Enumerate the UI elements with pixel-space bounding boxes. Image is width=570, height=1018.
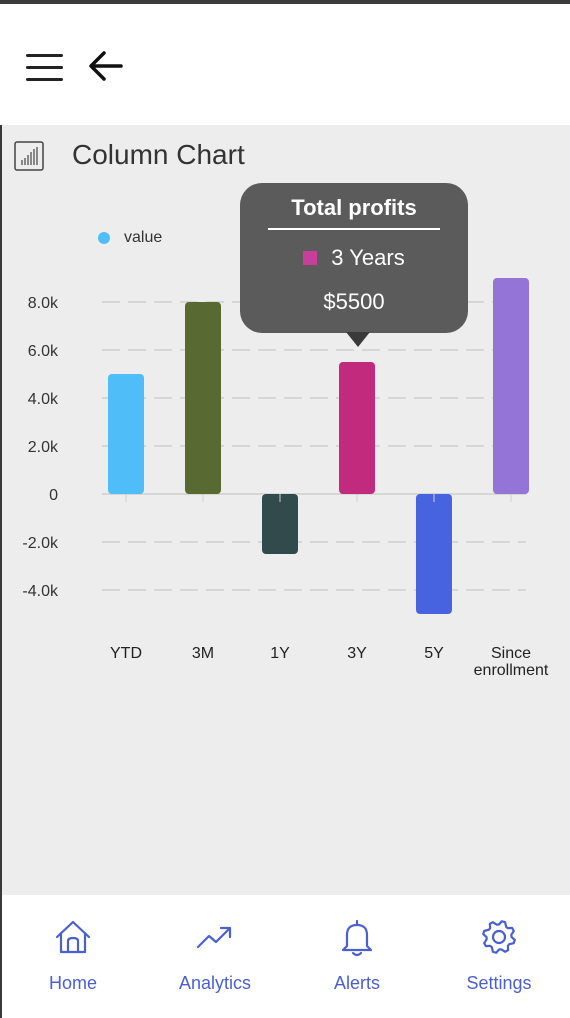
menu-icon[interactable] [26,54,64,81]
trending-up-icon [196,926,232,949]
top-app-bar [0,4,570,125]
tooltip-title: Total profits [291,195,417,220]
bottom-navigation: Home Analytics Alerts Settings [2,895,570,1018]
x-tick-label: 3Y [347,645,367,662]
y-tick-label: 6.0k [28,343,59,360]
tooltip-series-label: 3 Years [331,245,405,271]
tooltip-swatch [303,251,318,266]
bar-since-enrollment[interactable] [493,278,529,494]
bar-ytd[interactable] [108,374,144,494]
tooltip-value: $5500 [323,289,385,314]
bell-icon [341,919,373,957]
bar-5y[interactable] [416,494,452,614]
tooltip-series: 3 Years [240,244,468,271]
bar-3m[interactable] [185,302,221,494]
bar-3y[interactable] [339,362,375,494]
nav-home-label: Home [48,973,97,993]
x-tick-label: 5Y [424,645,444,662]
nav-alerts-label: Alerts [333,973,380,993]
nav-home[interactable]: Home [2,895,144,1018]
nav-analytics[interactable]: Analytics [144,895,286,1018]
y-tick-label: -2.0k [22,535,59,552]
home-icon [55,920,91,954]
back-arrow-icon[interactable] [86,46,126,86]
chart-legend[interactable]: value [98,229,162,247]
y-tick-label: 2.0k [28,439,59,456]
y-tick-label: 4.0k [28,391,59,408]
x-tick-label: YTD [110,645,142,662]
legend-marker [98,232,110,244]
chart-tooltip: Total profits 3 Years $5500 [240,183,468,347]
nav-settings-label: Settings [466,973,532,993]
chart-panel: Column Chart -4.0k -2.0k 0 2.0k 4.0k 6.0k 8.0k… [2,125,570,895]
y-tick-label: -4.0k [22,583,59,600]
page-title: Column Chart [72,139,245,170]
nav-settings[interactable]: Settings [428,895,570,1018]
tooltip-divider [268,228,440,230]
bar-1y[interactable] [262,494,298,554]
x-tick-label: Since [491,645,531,662]
y-tick-label: 8.0k [28,295,59,312]
nav-alerts[interactable]: Alerts [286,895,428,1018]
nav-analytics-label: Analytics [178,973,252,993]
tooltip-pointer [346,332,370,347]
x-tick-label: 1Y [270,645,290,662]
bar-chart-icon [14,141,44,171]
x-tick-label: 3M [192,645,214,662]
gear-icon [482,920,516,954]
x-tick-label: enrollment [474,662,549,679]
y-tick-label: 0 [49,487,58,504]
legend-label: value [124,229,163,246]
